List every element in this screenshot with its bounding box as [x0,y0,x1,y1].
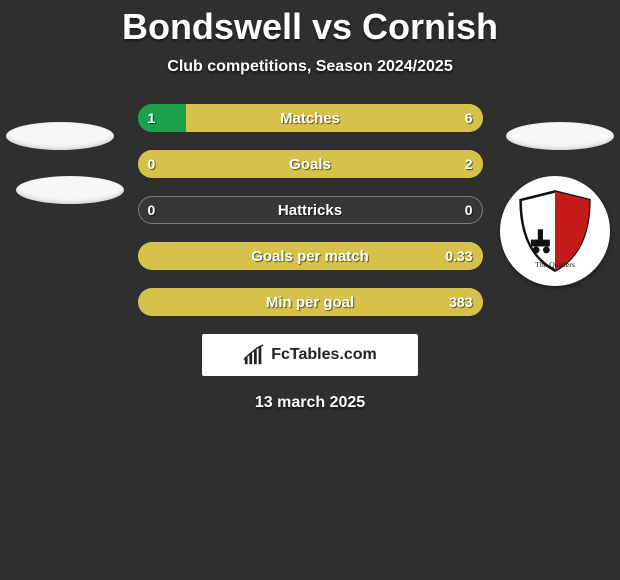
page-subtitle: Club competitions, Season 2024/2025 [0,58,620,76]
stat-row: 02Goals [138,150,483,178]
page-title: Bondswell vs Cornish [0,0,620,48]
stat-row: 0.33Goals per match [138,242,483,270]
stat-row: 00Hattricks [138,196,483,224]
stat-label: Goals [138,150,483,178]
stat-label: Goals per match [138,242,483,270]
brand-label: FcTables.com [271,346,377,364]
stat-label: Hattricks [138,196,483,224]
brand-logo: FcTables.com [202,334,418,376]
stats-container: 16Matches 02Goals 00Hattricks 0.33Goals per… [0,104,620,316]
stat-row: 383Min per goal [138,288,483,316]
date-label: 13 march 2025 [0,394,620,412]
stat-label: Min per goal [138,288,483,316]
stat-row: 16Matches [138,104,483,132]
stat-label: Matches [138,104,483,132]
chart-icon [243,344,265,366]
